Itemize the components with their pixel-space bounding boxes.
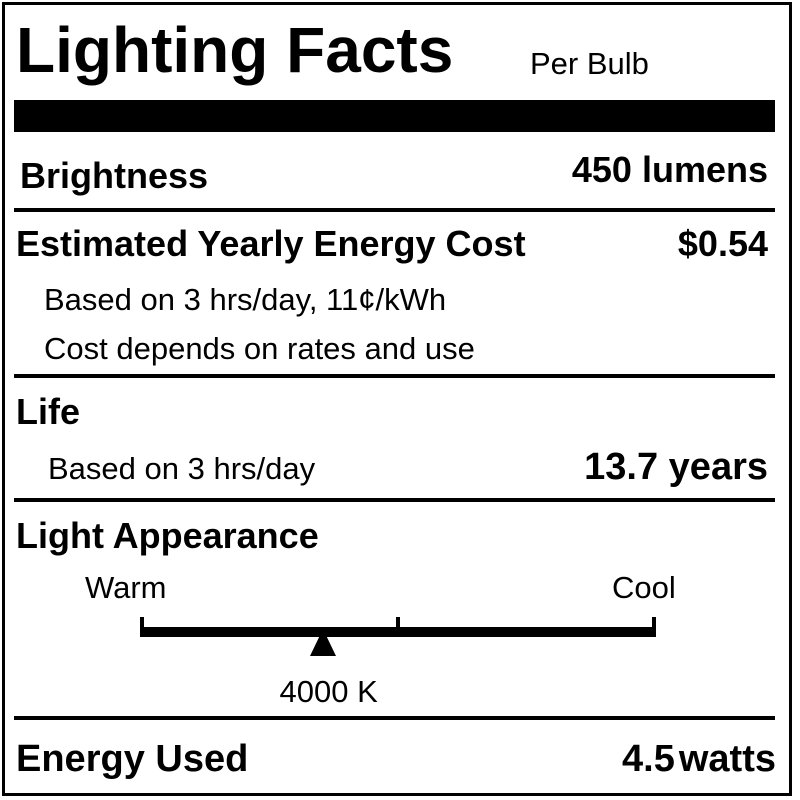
energy-cost-note-rate: Based on 3 hrs/day, 11¢/kWh xyxy=(44,282,447,317)
color-temperature-value: 4000 K xyxy=(279,674,378,709)
label-subtitle: Per Bulb xyxy=(530,46,649,81)
cool-label: Cool xyxy=(612,570,676,605)
label-title: Lighting Facts xyxy=(16,14,454,86)
scale-tick-middle xyxy=(396,617,400,637)
divider xyxy=(14,208,775,212)
brightness-value: 450 lumens xyxy=(571,149,768,190)
energy-used-number: 4.5 xyxy=(622,738,675,780)
divider xyxy=(14,498,775,502)
energy-used-unit: watts xyxy=(678,738,776,780)
color-temperature-scale xyxy=(140,617,656,657)
divider xyxy=(14,374,775,378)
color-temperature-marker-icon xyxy=(309,629,336,656)
energy-used-label: Energy Used xyxy=(16,738,249,780)
energy-used-value: 4.5 watts xyxy=(622,740,776,778)
energy-cost-note-depends: Cost depends on rates and use xyxy=(44,331,475,366)
life-value: 13.7 years xyxy=(584,446,768,488)
life-label: Life xyxy=(16,391,81,432)
scale-tick-right xyxy=(652,617,656,637)
energy-cost-label: Estimated Yearly Energy Cost xyxy=(16,223,526,264)
warm-label: Warm xyxy=(85,570,167,605)
light-appearance-label: Light Appearance xyxy=(16,515,319,556)
scale-tick-left xyxy=(140,617,144,637)
header-bar xyxy=(14,100,775,132)
energy-cost-value: $0.54 xyxy=(677,223,768,264)
life-note: Based on 3 hrs/day xyxy=(48,451,316,486)
divider xyxy=(14,716,775,720)
brightness-label: Brightness xyxy=(20,155,209,196)
